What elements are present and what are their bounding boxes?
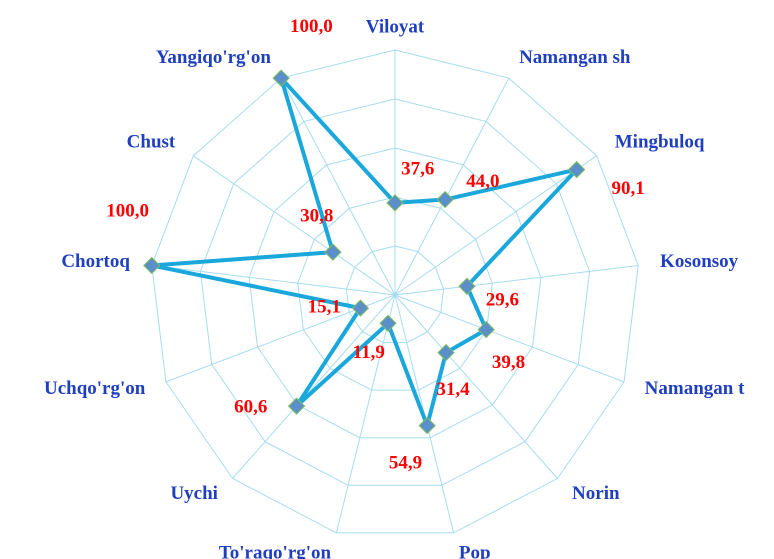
category-label: To'raqo'rg'on bbox=[219, 543, 332, 559]
value-label: 31,4 bbox=[436, 379, 470, 400]
value-label: 90,1 bbox=[611, 178, 644, 199]
grid-spoke bbox=[232, 294, 396, 479]
value-label: 100,0 bbox=[290, 16, 333, 37]
value-label: 37,6 bbox=[401, 158, 434, 179]
value-label: 44,0 bbox=[466, 171, 499, 192]
marker bbox=[567, 160, 586, 179]
marker bbox=[143, 256, 161, 275]
grid-spoke bbox=[394, 294, 625, 383]
marker bbox=[386, 194, 404, 212]
category-label: Chust bbox=[127, 132, 176, 153]
marker bbox=[379, 314, 397, 333]
category-label: Uchqo'rg'on bbox=[44, 378, 146, 399]
marker bbox=[458, 277, 476, 295]
value-label: 100,0 bbox=[106, 200, 149, 221]
grid-ring bbox=[151, 49, 639, 534]
grid-spoke bbox=[151, 264, 396, 296]
value-label: 11,9 bbox=[353, 342, 385, 363]
value-label: 29,6 bbox=[486, 290, 519, 311]
grid-spoke bbox=[394, 77, 510, 296]
marker bbox=[272, 69, 290, 87]
grid-ring bbox=[297, 196, 493, 391]
value-label: 60,6 bbox=[234, 397, 267, 418]
category-label: Norin bbox=[572, 483, 620, 504]
category-label: Yangiqo'rg'on bbox=[156, 47, 272, 68]
category-label: Pop bbox=[459, 543, 491, 559]
category-label: Chortoq bbox=[61, 251, 130, 272]
category-label: Kosonsoy bbox=[660, 251, 739, 272]
category-label: Namangan sh bbox=[519, 47, 631, 68]
marker bbox=[351, 299, 370, 317]
value-label: 15,1 bbox=[308, 296, 341, 317]
grid-ring bbox=[248, 147, 542, 439]
marker bbox=[418, 416, 436, 435]
category-label: Mingbuloq bbox=[615, 132, 705, 153]
grid-spoke bbox=[335, 294, 396, 534]
value-label: 30,8 bbox=[300, 205, 333, 226]
grid-ring bbox=[199, 98, 591, 486]
category-label: Uychi bbox=[170, 483, 218, 504]
marker bbox=[437, 343, 455, 362]
grid-spoke bbox=[394, 264, 639, 296]
grid-spoke bbox=[394, 294, 558, 479]
category-label: Namangan t bbox=[645, 378, 745, 399]
radar-line bbox=[149, 76, 579, 428]
marker bbox=[477, 320, 495, 339]
value-label: 54,9 bbox=[389, 453, 422, 474]
grid-spoke bbox=[280, 77, 396, 296]
marker bbox=[324, 243, 342, 261]
marker bbox=[436, 190, 454, 209]
category-label: Viloyat bbox=[366, 16, 425, 37]
value-label: 39,8 bbox=[492, 352, 525, 373]
marker bbox=[287, 397, 306, 415]
grid-spoke bbox=[394, 155, 597, 296]
grid-spoke bbox=[193, 155, 396, 296]
